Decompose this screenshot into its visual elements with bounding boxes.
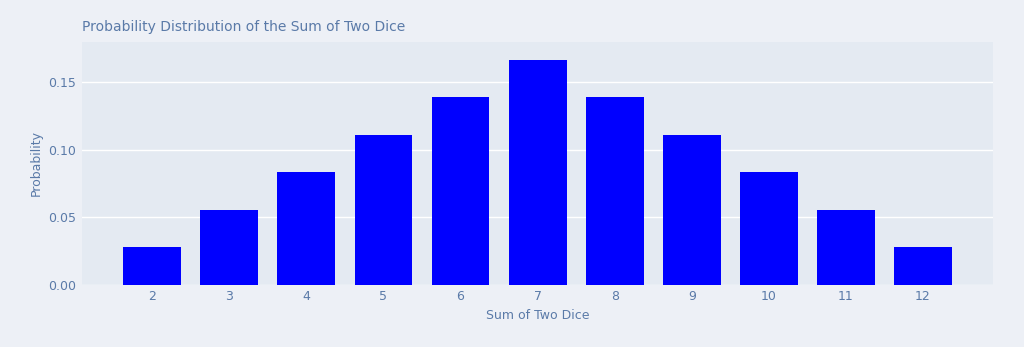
Bar bbox=[509, 60, 566, 285]
Bar bbox=[663, 135, 721, 285]
Bar bbox=[354, 135, 413, 285]
Text: Probability Distribution of the Sum of Two Dice: Probability Distribution of the Sum of T… bbox=[82, 19, 406, 34]
Bar bbox=[817, 210, 874, 285]
Bar bbox=[123, 247, 181, 285]
Y-axis label: Probability: Probability bbox=[30, 130, 43, 196]
Bar bbox=[201, 210, 258, 285]
X-axis label: Sum of Two Dice: Sum of Two Dice bbox=[485, 308, 590, 322]
Bar bbox=[432, 97, 489, 285]
Bar bbox=[894, 247, 952, 285]
Bar bbox=[740, 172, 798, 285]
Bar bbox=[586, 97, 643, 285]
Bar bbox=[278, 172, 335, 285]
